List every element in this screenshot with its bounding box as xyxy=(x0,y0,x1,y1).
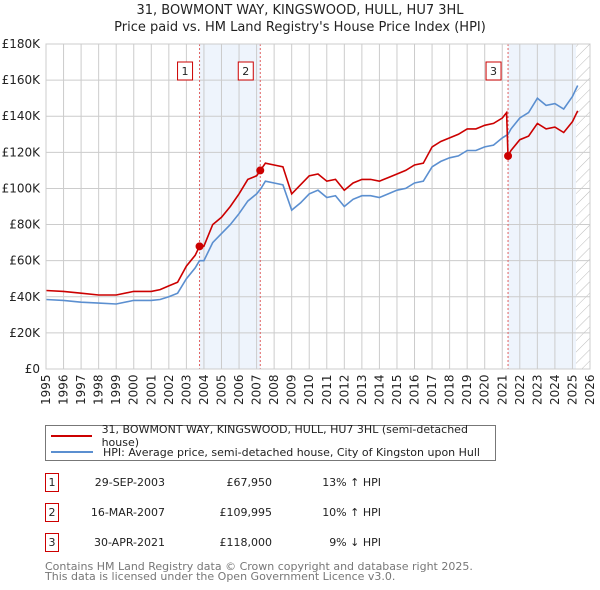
hpi-line xyxy=(45,85,579,305)
transaction-price: £118,000 xyxy=(219,536,273,549)
legend-swatch-red xyxy=(51,435,92,437)
transaction-row: 1 29-SEP-2003 £67,950 13% ↑ HPI xyxy=(45,473,465,493)
transaction-price: £67,950 xyxy=(226,476,273,489)
shaded-period xyxy=(508,44,576,369)
y-tick-label: £60K xyxy=(9,254,41,268)
y-tick-label: £160K xyxy=(2,73,42,87)
legend-item-hpi: HPI: Average price, semi-detached house,… xyxy=(46,444,480,460)
x-tick-label: 2015 xyxy=(390,374,404,405)
x-tick-label: 2012 xyxy=(337,374,351,405)
legend-label: HPI: Average price, semi-detached house,… xyxy=(103,445,480,459)
sale-point xyxy=(195,242,204,251)
transaction-label-box xyxy=(177,61,194,81)
y-tick-label: £40K xyxy=(9,290,41,304)
x-tick-label: 1998 xyxy=(92,374,106,405)
x-tick-label: 2025 xyxy=(565,374,579,405)
x-tick-label: 2005 xyxy=(214,374,228,405)
transaction-number: 2 xyxy=(45,503,59,522)
x-tick-label: 2021 xyxy=(495,374,509,405)
legend-label: 31, BOWMONT WAY, KINGSWOOD, HULL, HU7 3H… xyxy=(101,423,468,449)
y-tick-label: £100K xyxy=(2,181,42,195)
x-tick-label: 2004 xyxy=(197,374,211,405)
transaction-label: 3 xyxy=(490,65,497,78)
x-tick-label: 2006 xyxy=(232,374,246,405)
transaction-date: 30-APR-2021 xyxy=(93,536,165,549)
x-tick-label: 2023 xyxy=(530,374,544,405)
x-tick-label: 2009 xyxy=(285,374,299,405)
x-tick-label: 2024 xyxy=(548,374,562,405)
x-tick-label: 1996 xyxy=(57,374,71,405)
x-tick-label: 2002 xyxy=(162,374,176,405)
sale-point xyxy=(256,166,265,175)
transaction-label-box xyxy=(485,61,502,81)
legend: 31, BOWMONT WAY, KINGSWOOD, HULL, HU7 3H… xyxy=(45,423,496,461)
forecast-hatch xyxy=(575,44,590,369)
x-tick-label: 2011 xyxy=(320,374,334,405)
transaction-price: £109,995 xyxy=(219,506,273,519)
footer-copyright: Contains HM Land Registry data © Crown c… xyxy=(45,560,473,573)
transaction-date: 29-SEP-2003 xyxy=(94,476,165,489)
x-tick-label: 2013 xyxy=(355,374,369,405)
transaction-label: 1 xyxy=(182,65,189,78)
transaction-hpi-diff: 13% ↑ HPI xyxy=(322,476,381,489)
transaction-row: 2 16-MAR-2007 £109,995 10% ↑ HPI xyxy=(45,503,465,523)
y-tick-label: £80K xyxy=(9,218,41,232)
property-price-line xyxy=(45,110,579,296)
transaction-hpi-diff: 10% ↑ HPI xyxy=(322,506,381,519)
x-tick-label: 2010 xyxy=(302,374,316,405)
x-tick-label: 2019 xyxy=(460,374,474,405)
x-tick-label: 2001 xyxy=(144,374,158,405)
x-tick-label: 2003 xyxy=(179,374,193,405)
y-tick-label: £140K xyxy=(2,109,42,123)
transaction-hpi-diff: 9% ↓ HPI xyxy=(329,536,381,549)
footer-licence: This data is licensed under the Open Gov… xyxy=(45,570,396,583)
x-tick-label: 2026 xyxy=(583,374,597,405)
chart-title: 31, BOWMONT WAY, KINGSWOOD, HULL, HU7 3H… xyxy=(136,3,464,18)
x-tick-label: 2008 xyxy=(267,374,281,405)
x-tick-label: 2014 xyxy=(372,374,386,405)
x-tick-label: 2017 xyxy=(425,374,439,405)
x-tick-label: 1995 xyxy=(39,374,53,405)
legend-swatch-blue xyxy=(51,451,93,453)
plot-area: 1995 1996 1997 1998 1999 2000 2001 2002 2003 2004… xyxy=(2,37,597,405)
x-tick-label: 1997 xyxy=(74,374,88,405)
transaction-number: 3 xyxy=(45,533,59,552)
chart-subtitle: Price paid vs. HM Land Registry's House … xyxy=(114,20,486,35)
x-tick-label: 2022 xyxy=(513,374,527,405)
x-tick-label: 2016 xyxy=(408,374,422,405)
y-tick-label: £180K xyxy=(2,37,42,51)
sale-point xyxy=(504,151,513,160)
plot-border xyxy=(45,43,591,370)
y-tick-label: £20K xyxy=(9,326,41,340)
legend-item-property: 31, BOWMONT WAY, KINGSWOOD, HULL, HU7 3H… xyxy=(46,423,495,449)
x-tick-label: 2007 xyxy=(250,374,264,405)
y-tick-label: £0 xyxy=(25,362,40,376)
transaction-label-box xyxy=(237,61,254,81)
x-tick-label: 2020 xyxy=(478,374,492,405)
transaction-row: 3 30-APR-2021 £118,000 9% ↓ HPI xyxy=(45,533,465,553)
transaction-label: 2 xyxy=(242,65,249,78)
y-tick-label: £120K xyxy=(2,145,42,159)
x-tick-label: 2000 xyxy=(127,374,141,405)
x-tick-label: 1999 xyxy=(109,374,123,405)
transaction-number: 1 xyxy=(45,473,59,492)
transaction-date: 16-MAR-2007 xyxy=(90,506,165,519)
x-tick-label: 2018 xyxy=(443,374,457,405)
